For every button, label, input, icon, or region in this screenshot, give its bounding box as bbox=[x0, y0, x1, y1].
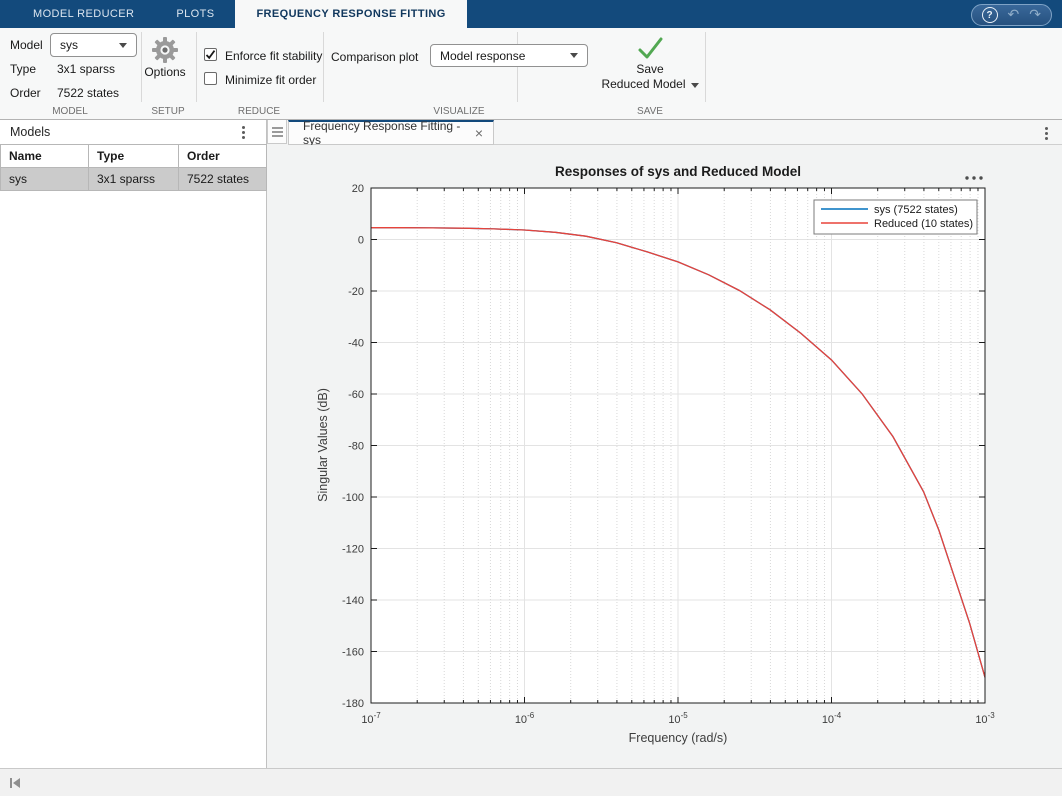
section-divider bbox=[196, 32, 197, 102]
skip-to-start-icon bbox=[10, 778, 20, 788]
save-reduced-model-button[interactable]: Save Reduced Model bbox=[594, 35, 706, 92]
minimize-fit-order-checkbox[interactable] bbox=[204, 72, 217, 85]
table-row[interactable]: sys 3x1 sparss 7522 states bbox=[0, 167, 267, 191]
svg-text:-40: -40 bbox=[348, 338, 364, 350]
options-button-label: Options bbox=[144, 65, 186, 79]
comparison-plot-select[interactable]: Model response bbox=[430, 44, 588, 67]
tab-plots[interactable]: PLOTS bbox=[176, 8, 215, 20]
dropdown-caret-icon bbox=[690, 83, 699, 88]
save-button-label-line1: Save bbox=[636, 62, 664, 76]
ribbon-toolbar: Model sys Type 3x1 sparss Order 7522 sta… bbox=[0, 28, 1062, 144]
legend[interactable]: sys (7522 states) Reduced (10 states) bbox=[813, 199, 978, 235]
reduce-section-label: REDUCE bbox=[237, 106, 281, 117]
response-curves bbox=[371, 227, 986, 678]
section-divider bbox=[323, 32, 324, 102]
svg-text:0: 0 bbox=[358, 235, 364, 247]
cell-name: sys bbox=[0, 167, 89, 191]
collapse-left-panel-button[interactable] bbox=[6, 775, 24, 791]
redo-icon[interactable]: ↷ bbox=[1029, 7, 1041, 23]
model-select[interactable]: sys bbox=[50, 33, 137, 57]
y-axis-label: Singular Values (dB) bbox=[316, 388, 330, 502]
svg-text:-160: -160 bbox=[342, 647, 364, 659]
section-divider bbox=[517, 32, 518, 102]
gear-icon bbox=[152, 37, 178, 63]
models-panel-menu-icon[interactable] bbox=[240, 124, 247, 141]
x-axis-label: Frequency (rad/s) bbox=[629, 731, 728, 745]
chart-canvas[interactable]: 20 0 -20 -40 -60 -80 -100 -120 -140 -160 -180 10-7 1… bbox=[267, 145, 1062, 768]
enforce-fit-stability-label: Enforce fit stability bbox=[225, 49, 323, 63]
models-panel: Models Name Type Order sys 3x1 sparss 75… bbox=[0, 120, 267, 768]
dropdown-caret-icon bbox=[119, 42, 127, 48]
visualize-section-label: VISUALIZE bbox=[433, 106, 485, 117]
panel-splitter-grip[interactable] bbox=[267, 120, 287, 144]
column-header-order[interactable]: Order bbox=[178, 144, 267, 168]
document-tab-bar: Frequency Response Fitting - sys × bbox=[288, 119, 1062, 147]
ellipsis-icon bbox=[965, 176, 969, 180]
status-bar bbox=[0, 768, 1062, 796]
type-label: Type bbox=[10, 62, 37, 76]
svg-text:10-6: 10-6 bbox=[515, 711, 535, 726]
model-section-label: MODEL bbox=[52, 106, 88, 117]
close-icon[interactable]: × bbox=[474, 125, 483, 141]
tab-bar-menu-icon[interactable] bbox=[1043, 125, 1050, 142]
checkmark-icon bbox=[205, 50, 216, 60]
axes-toolbar-button[interactable] bbox=[965, 176, 983, 180]
tab-frequency-response-fitting[interactable]: FREQUENCY RESPONSE FITTING bbox=[235, 0, 467, 28]
cell-order: 7522 states bbox=[178, 167, 267, 191]
dropdown-caret-icon bbox=[570, 53, 578, 58]
section-divider bbox=[705, 32, 706, 102]
column-header-name[interactable]: Name bbox=[0, 144, 89, 168]
ellipsis-icon bbox=[979, 176, 983, 180]
enforce-fit-stability-checkbox[interactable] bbox=[204, 48, 217, 61]
comparison-plot-label: Comparison plot bbox=[331, 50, 419, 64]
minimize-fit-order-label: Minimize fit order bbox=[225, 73, 317, 87]
app-tab-bar: MODEL REDUCER PLOTS FREQUENCY RESPONSE F… bbox=[0, 0, 1062, 28]
model-label: Model bbox=[10, 38, 43, 52]
save-section-label: SAVE bbox=[637, 106, 663, 117]
setup-section-label: SETUP bbox=[151, 106, 185, 117]
svg-text:-180: -180 bbox=[342, 698, 364, 710]
models-panel-header: Models bbox=[0, 120, 266, 144]
svg-text:-120: -120 bbox=[342, 544, 364, 556]
svg-text:-140: -140 bbox=[342, 595, 364, 607]
help-icon[interactable]: ? bbox=[981, 7, 998, 23]
type-value: 3x1 sparss bbox=[57, 62, 116, 76]
save-button-label-line2: Reduced Model bbox=[601, 77, 699, 92]
svg-text:10-3: 10-3 bbox=[975, 711, 995, 726]
quick-access-toolbar: ? ↶ ↷ bbox=[970, 4, 1052, 26]
cell-type: 3x1 sparss bbox=[88, 167, 179, 191]
section-divider bbox=[141, 32, 142, 102]
legend-box bbox=[813, 199, 978, 235]
model-select-value: sys bbox=[60, 38, 78, 52]
grid-lines bbox=[371, 188, 985, 703]
column-header-type[interactable]: Type bbox=[88, 144, 179, 168]
svg-text:-60: -60 bbox=[348, 389, 364, 401]
svg-text:10-7: 10-7 bbox=[361, 711, 381, 726]
svg-text:10-4: 10-4 bbox=[822, 711, 842, 726]
models-table: Name Type Order sys 3x1 sparss 7522 stat… bbox=[0, 144, 267, 191]
chart-title: Responses of sys and Reduced Model bbox=[555, 164, 801, 179]
legend-label-sys: sys (7522 states) bbox=[874, 204, 958, 216]
document-tab-title: Frequency Response Fitting - sys bbox=[303, 119, 461, 147]
options-button[interactable]: Options bbox=[139, 35, 191, 80]
legend-label-reduced: Reduced (10 states) bbox=[874, 218, 973, 230]
svg-text:20: 20 bbox=[352, 183, 364, 195]
svg-text:-20: -20 bbox=[348, 286, 364, 298]
green-check-icon bbox=[638, 37, 663, 59]
order-value: 7522 states bbox=[57, 86, 120, 100]
models-panel-title: Models bbox=[10, 125, 51, 139]
document-tab-frf-sys[interactable]: Frequency Response Fitting - sys × bbox=[288, 119, 494, 147]
svg-text:-100: -100 bbox=[342, 492, 364, 504]
svg-text:10-5: 10-5 bbox=[668, 711, 688, 726]
tab-model-reducer[interactable]: MODEL REDUCER bbox=[33, 8, 135, 20]
svg-text:-80: -80 bbox=[348, 441, 364, 453]
models-table-header-row: Name Type Order bbox=[0, 144, 267, 168]
comparison-plot-select-value: Model response bbox=[440, 48, 526, 63]
undo-icon[interactable]: ↶ bbox=[1007, 7, 1020, 23]
ellipsis-icon bbox=[972, 176, 976, 180]
order-label: Order bbox=[10, 86, 41, 100]
